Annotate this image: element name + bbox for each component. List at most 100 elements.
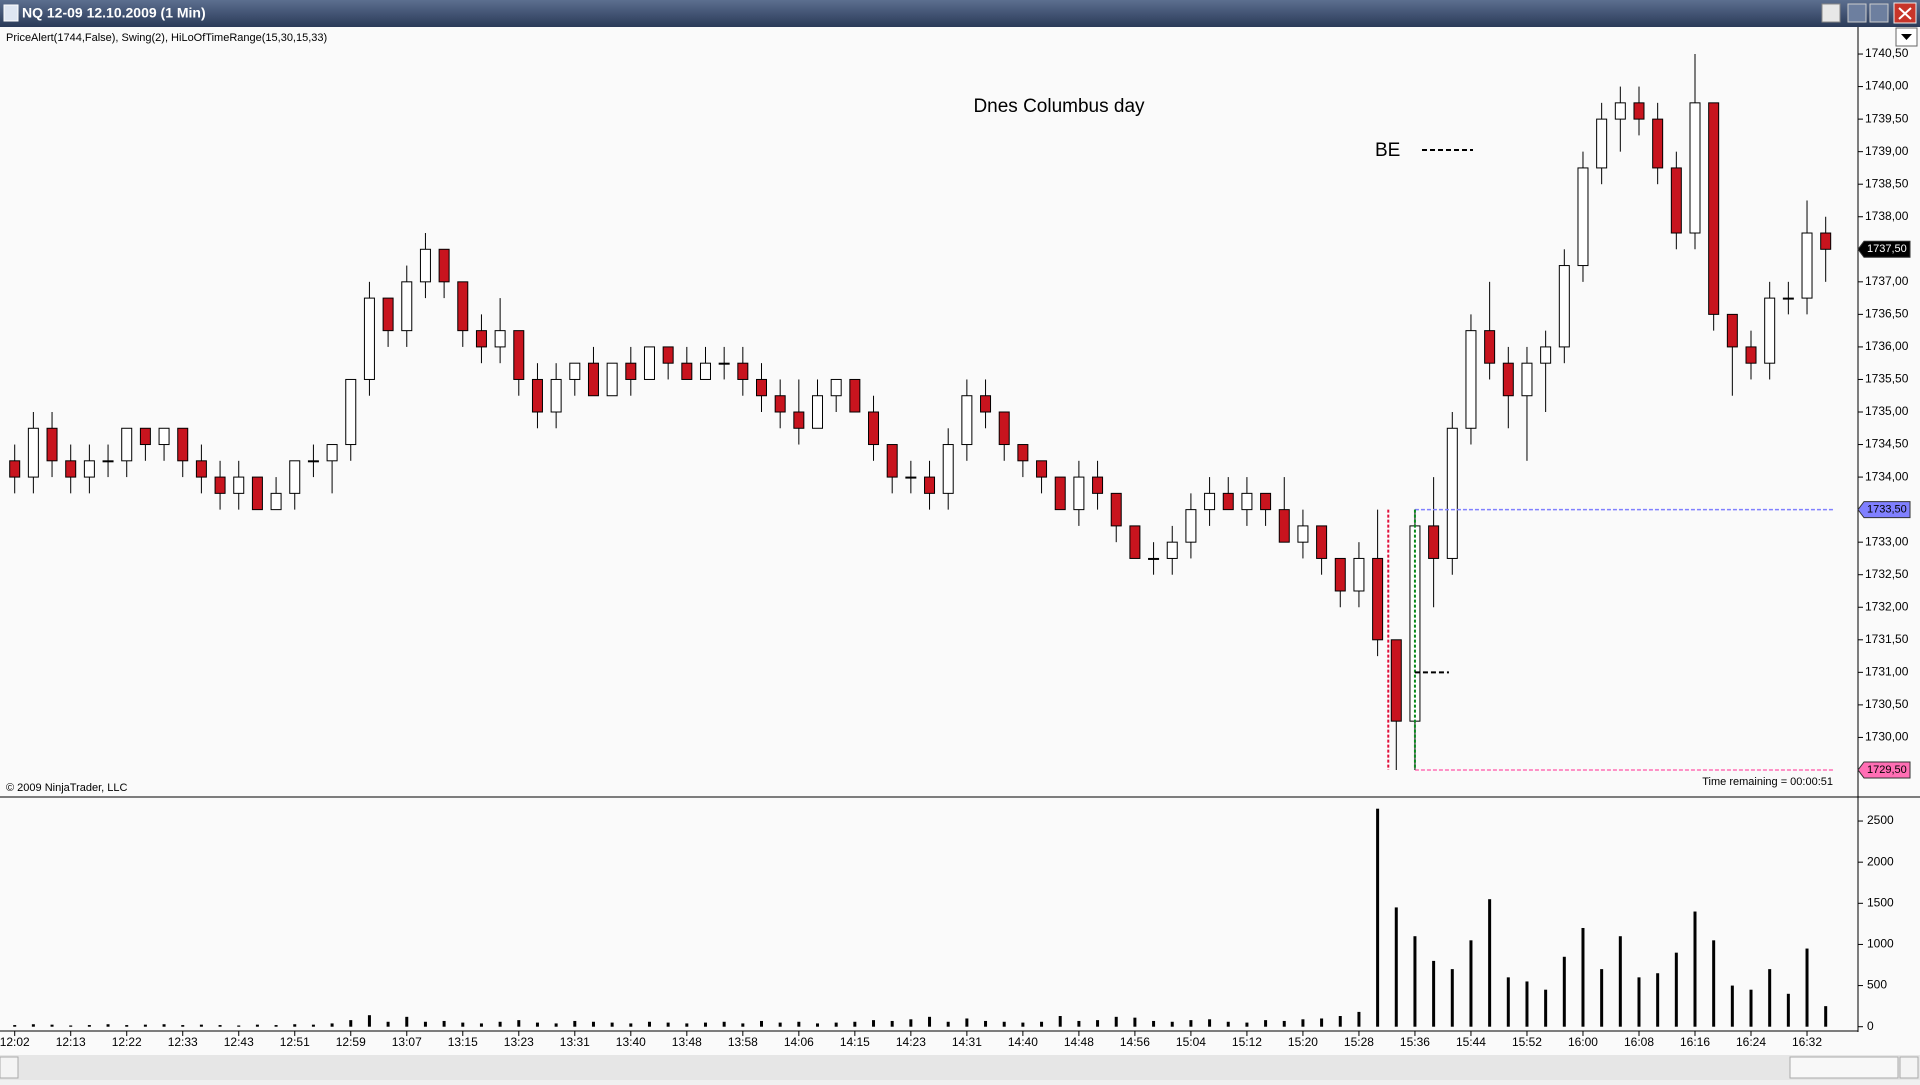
x-tick-label: 16:00 [1568,1035,1598,1049]
candle-body [1521,362,1533,397]
volume-bar [143,1024,147,1027]
x-tick-label: 15:04 [1176,1035,1206,1049]
y-tick-label: 1730,50 [1865,697,1909,711]
annotation-text: BE [1375,140,1400,161]
candle-body [1278,509,1290,543]
volume-bar [1712,940,1716,1027]
x-tick-label: 14:40 [1008,1035,1038,1049]
candle-body [1502,362,1514,397]
candle-body [1334,557,1346,592]
y-tick-label: 1731,00 [1865,665,1909,679]
candle-body [1036,460,1048,478]
volume-bar [890,1020,894,1027]
volume-bar [554,1023,558,1027]
candle-body [550,378,562,413]
candle-body [46,427,58,462]
volume-bar [1544,989,1548,1027]
candle-body [326,444,338,462]
volume-bar [162,1024,166,1027]
candle-body [1073,476,1085,511]
candle-body [1558,265,1570,348]
volume-bar [517,1020,521,1027]
volume-bar [1432,960,1436,1027]
volume-bar [591,1021,595,1027]
volume-bar [1525,981,1529,1027]
volume-bar [405,1016,409,1027]
volume-bar [1357,1011,1361,1027]
x-tick-label: 16:16 [1680,1035,1710,1049]
volume-bar [1693,911,1697,1027]
x-tick-label: 16:32 [1792,1035,1822,1049]
y-tick-label: 1736,00 [1865,339,1909,353]
x-tick-label: 14:06 [784,1035,814,1049]
minimize-button[interactable] [1847,3,1867,23]
candle-body [177,427,189,462]
candle-body [214,476,226,494]
link-button[interactable] [1821,3,1841,23]
volume-bar [87,1025,91,1027]
y-tick-label: 1738,50 [1865,176,1909,190]
restore-button[interactable] [1869,3,1889,23]
scroll-left[interactable] [0,1056,19,1079]
volume-bar [1562,956,1566,1027]
annotation-text: Dnes Columbus day [973,96,1145,117]
candle-body [1577,167,1589,267]
candle-body [1185,509,1197,543]
volume-bar [1282,1020,1286,1027]
volume-bar [1226,1021,1230,1027]
volume-bar [1245,1022,1249,1027]
candle-body [158,427,170,446]
scroll-thumb[interactable] [1789,1056,1899,1079]
volume-bar [1730,985,1734,1027]
candle-body [569,362,581,380]
candle-body [905,476,917,479]
x-tick-label: 14:15 [840,1035,870,1049]
volume-bar [909,1019,913,1027]
candle-body [531,378,543,413]
y-tick-label: 1734,50 [1865,437,1909,451]
candle-body [513,330,525,380]
x-tick-label: 15:36 [1400,1035,1430,1049]
volume-bar [442,1020,446,1027]
candle-body [643,346,655,380]
volume-bar [1581,927,1585,1027]
volume-bar [1376,808,1380,1027]
volume-bar [1320,1018,1324,1027]
volume-bar [722,1021,726,1027]
volume-bar [1170,1021,1174,1027]
candle-body [1428,525,1440,559]
candle-body [1204,492,1216,511]
x-tick-label: 13:07 [392,1035,422,1049]
volume-bar [741,1023,745,1027]
x-tick-label: 14:23 [896,1035,926,1049]
volume-bar [13,1025,17,1027]
price-marker-label: 1729,50 [1867,764,1907,776]
scroll-right[interactable] [1899,1056,1919,1079]
candle-body [1390,639,1402,722]
candle-body [1540,346,1552,364]
candle-body [457,281,469,332]
candle-body [942,444,954,494]
volume-bar [50,1024,54,1027]
candle-body [1316,525,1328,559]
y-tick-label: 500 [1867,978,1887,992]
volume-bar [703,1022,707,1027]
candle-body [1670,167,1682,234]
volume-bar [1133,1017,1137,1027]
volume-bar [293,1024,297,1027]
volume-bar [479,1023,483,1027]
price-marker [1857,761,1911,779]
y-tick-label: 1740,00 [1865,79,1909,93]
y-tick-label: 1000 [1867,937,1894,951]
y-tick-label: 2500 [1867,813,1894,827]
x-tick-label: 12:02 [0,1035,30,1049]
volume-bar [573,1020,577,1027]
x-tick-label: 13:48 [672,1035,702,1049]
scrollbar[interactable] [0,1055,1920,1080]
candle-body [681,362,693,380]
candle-body [1148,557,1160,560]
volume-bar [834,1022,838,1027]
x-tick-label: 13:58 [728,1035,758,1049]
